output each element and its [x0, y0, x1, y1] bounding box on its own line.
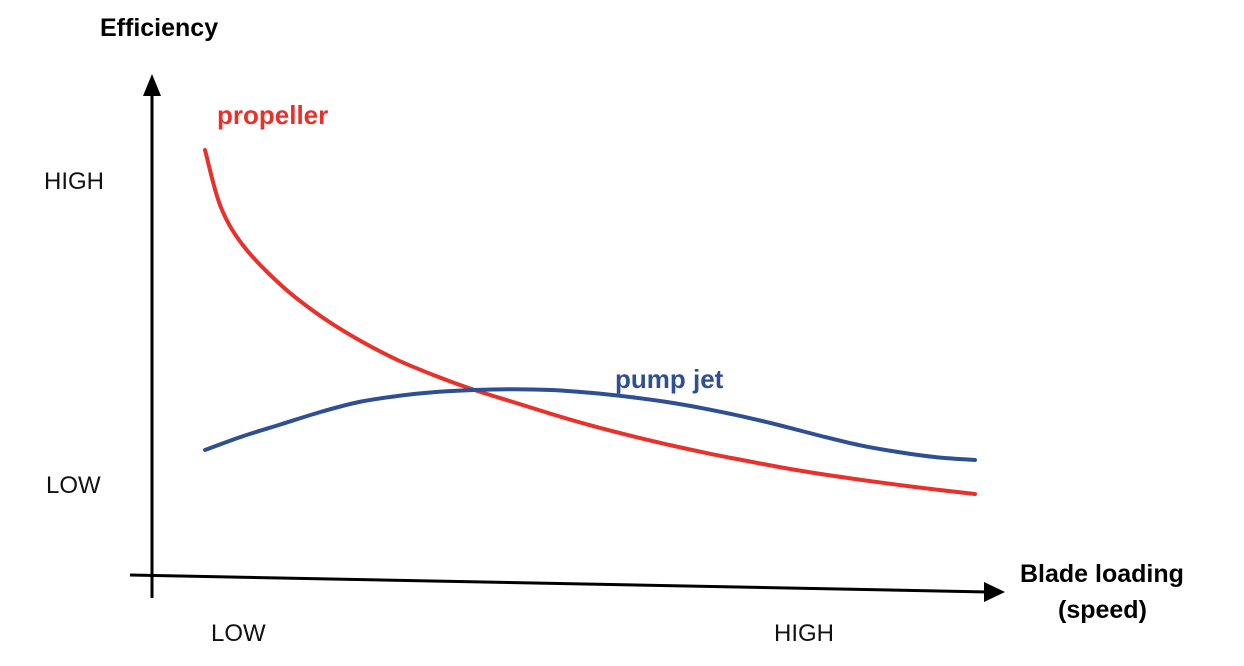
x-tick-label-low: LOW [211, 620, 266, 647]
x-axis-arrowhead [984, 582, 1005, 602]
x-axis-title-line2: (speed) [1058, 596, 1147, 624]
y-tick-label-low: LOW [46, 472, 101, 499]
y-tick-label-high: HIGH [44, 168, 104, 195]
series-line-pump-jet [203, 387, 977, 462]
x-axis-title-line1: Blade loading [1020, 560, 1184, 588]
x-tick-label-high: HIGH [774, 620, 834, 647]
series-label-pump-jet: pump jet [615, 364, 724, 394]
series-line-propeller [203, 148, 977, 496]
x-axis [129, 573, 989, 594]
series-label-propeller: propeller [217, 100, 329, 130]
y-axis-title: Efficiency [100, 14, 219, 42]
series-layer [203, 148, 977, 496]
y-axis-arrowhead [143, 74, 161, 96]
